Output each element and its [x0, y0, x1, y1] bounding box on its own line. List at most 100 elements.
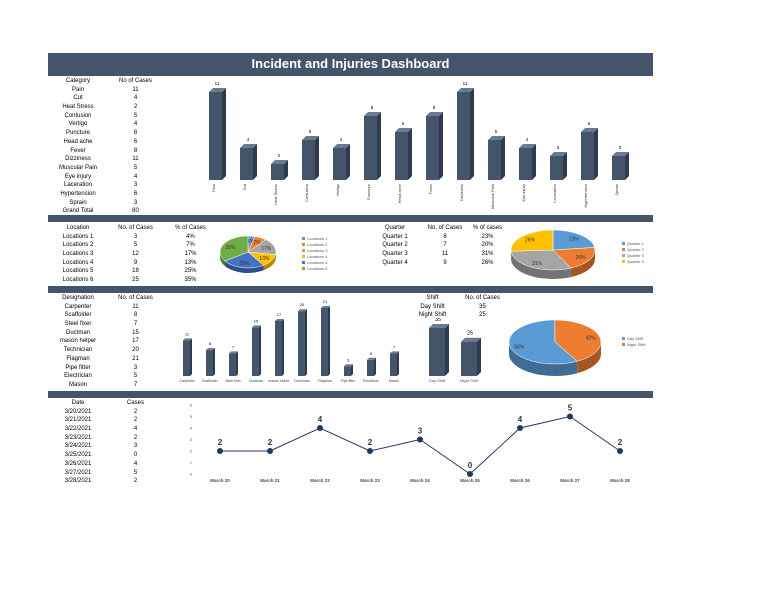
table-row: Heat Stress 2	[48, 103, 163, 112]
cell: 3/23/2021	[64, 434, 92, 441]
table-row: 3/20/2021 2	[48, 408, 163, 417]
cell: No of Cases	[118, 78, 152, 84]
legend-label: Quarter 4	[627, 259, 645, 264]
tick-label: Laceration	[552, 184, 557, 203]
table-row: 3/22/2021 4	[48, 425, 163, 434]
cell: Laceration	[63, 182, 93, 189]
cell: Locations 1	[62, 233, 94, 240]
cell: Day Shift	[420, 303, 445, 310]
table-row: 3/28/2021 2	[48, 477, 163, 486]
table-header-row: Category No of Cases	[48, 77, 163, 86]
x-tick-label: March 25	[460, 478, 480, 483]
cell: 2	[133, 417, 138, 424]
cell: 11	[441, 251, 449, 258]
legend-item: Locations 3	[302, 248, 328, 253]
table-row: Fever 8	[48, 147, 163, 156]
cell: Category	[65, 78, 91, 84]
data-label: 5	[309, 129, 312, 134]
table-row: Quarter 4 9 26%	[365, 259, 510, 268]
x-tick-label: March 21	[260, 478, 280, 483]
cell: Puncture	[65, 130, 90, 137]
cell: Quarter 2	[382, 242, 408, 249]
tick-label: Muscular Pain	[490, 184, 495, 209]
table-row: Pain 11	[48, 86, 163, 95]
table-row: 3/26/2021 4	[48, 460, 163, 469]
bar	[488, 136, 505, 180]
bar	[429, 324, 449, 376]
cell: 4	[133, 173, 138, 180]
cell: 18	[132, 268, 139, 275]
table-row: 3/27/2021 5	[48, 469, 163, 478]
data-point	[467, 471, 473, 477]
date-table: Date Cases 3/20/2021 2 3/21/2021 2 3/22/2021 4 3…	[48, 399, 163, 486]
bar	[344, 364, 353, 376]
cell: 5	[133, 112, 138, 119]
cell: 7	[133, 381, 138, 388]
data-label: 2	[268, 438, 273, 447]
cell: 9	[133, 259, 138, 266]
cell: 15	[132, 329, 139, 336]
table-row: Locations 2 5 7%	[48, 241, 218, 250]
data-point	[617, 448, 623, 454]
cell: 3/20/2021	[64, 408, 92, 415]
data-point	[267, 448, 273, 454]
bar	[321, 306, 330, 376]
cell: Locations 4	[62, 259, 94, 266]
cell: 3/24/2021	[64, 443, 92, 450]
x-tick-label: March 23	[360, 478, 380, 483]
bar	[183, 338, 192, 376]
data-point	[367, 448, 373, 454]
pie-slice	[552, 229, 595, 251]
data-label: 8	[209, 341, 212, 346]
designation-bar-chart: 11 Carpenter 8 Scaffolder 7 Steel fixer 15 Duct…	[179, 299, 399, 383]
tick-label: Technician	[294, 379, 311, 383]
data-label: 8	[433, 105, 436, 110]
quarter-table: Quarter No. of Cases % of cases Quarter 1 8 2…	[365, 224, 510, 267]
pie-slice	[510, 249, 572, 271]
cell: Eye injury	[64, 173, 92, 180]
cell: 3	[133, 233, 138, 240]
tick-label: Sprain	[614, 184, 619, 196]
cell: 3/25/2021	[64, 452, 92, 459]
table-row: Locations 3 12 17%	[48, 250, 218, 259]
legend-item: Locations 4	[302, 254, 328, 259]
cell: 4	[133, 460, 138, 467]
data-label: 21	[323, 299, 328, 304]
cell: Quarter 3	[382, 251, 408, 258]
x-tick-label: March 20	[210, 478, 230, 483]
cell: 0	[133, 452, 138, 459]
table-row: Locations 4 9 13%	[48, 259, 218, 268]
cell: Night Shift	[418, 312, 447, 319]
data-label: 8	[371, 105, 374, 110]
tick-label: Day Shift	[429, 378, 446, 383]
cell: No. of Cases	[427, 225, 463, 231]
cell: Contusion	[64, 112, 92, 119]
table-header-row: Location No. of Cases % of Cases	[48, 224, 218, 233]
cell: Mason	[68, 381, 87, 388]
bar	[367, 357, 376, 376]
series-line	[220, 415, 621, 475]
cell: 5	[133, 164, 138, 171]
data-label: 4	[247, 137, 250, 142]
data-label: 4	[526, 137, 529, 142]
data-label: 42%	[586, 336, 597, 342]
bar	[550, 152, 567, 180]
tick-label: Electrician	[363, 379, 379, 383]
cell: 6	[133, 190, 138, 197]
data-label: 4	[318, 415, 323, 424]
cell: 5	[133, 242, 138, 249]
y-tick-label: 6	[190, 403, 193, 408]
x-tick-label: March 27	[560, 478, 580, 483]
cell: 13%	[184, 259, 197, 266]
cell: Hypertension	[60, 190, 96, 197]
cell: 23%	[481, 233, 494, 240]
table-row: Carpenter 11	[48, 303, 163, 312]
bar	[395, 128, 412, 180]
table-row: Scaffolder 8	[48, 311, 163, 320]
table-row: Pipe fitter 3	[48, 364, 163, 373]
tick-label: Vertigo	[335, 183, 340, 196]
pie-slice-side	[570, 250, 595, 278]
cell: 3/21/2021	[64, 417, 92, 424]
pie-slice-side	[224, 261, 264, 273]
